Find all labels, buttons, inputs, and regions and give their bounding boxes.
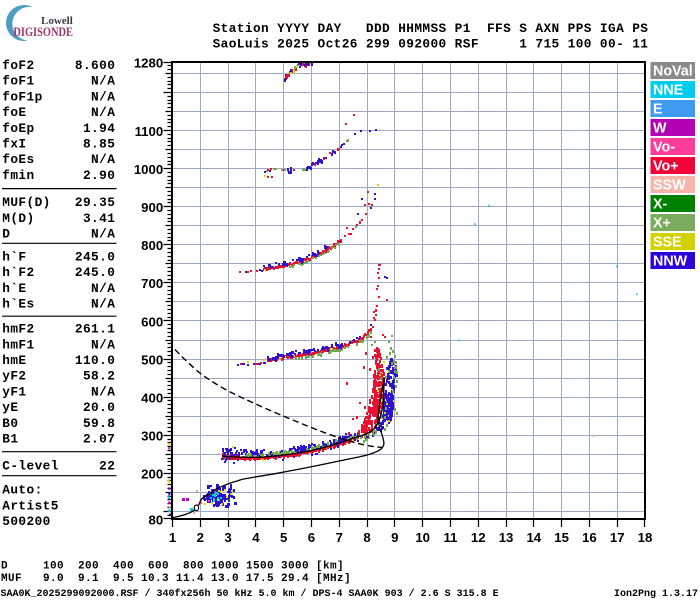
svg-text:foF2 8.600: foF2 8.600	[2, 58, 115, 73]
svg-text:7: 7	[336, 530, 343, 545]
svg-text:SSE: SSE	[653, 235, 682, 251]
svg-text:NNW: NNW	[653, 254, 688, 270]
svg-text:hmF1 N/A: hmF1 N/A	[2, 337, 115, 352]
svg-text:Lowell: Lowell	[41, 15, 73, 27]
svg-text:NoVal: NoVal	[653, 64, 693, 80]
svg-text:800: 800	[141, 238, 163, 253]
svg-text:18: 18	[638, 530, 653, 545]
svg-text:2: 2	[197, 530, 204, 545]
svg-text:fxI 8.85: fxI 8.85	[2, 137, 115, 152]
svg-text:SSW: SSW	[653, 178, 686, 194]
svg-text:X+: X+	[653, 216, 671, 232]
svg-text:foE N/A: foE N/A	[2, 105, 115, 120]
svg-text:Vo+: Vo+	[653, 159, 679, 175]
svg-text:W: W	[653, 121, 667, 137]
svg-text:14: 14	[526, 530, 541, 545]
svg-text:SAA0K_2025299092000.RSF / 340f: SAA0K_2025299092000.RSF / 340fx256h 50 k…	[1, 588, 499, 600]
svg-text:DIGISONDE: DIGISONDE	[13, 25, 73, 39]
svg-text:1100: 1100	[135, 124, 164, 139]
svg-text:12: 12	[471, 530, 486, 545]
svg-text:13: 13	[499, 530, 514, 545]
svg-text:10: 10	[415, 530, 430, 545]
svg-text:h`E N/A: h`E N/A	[2, 281, 115, 296]
svg-text:D N/A: D N/A	[2, 227, 115, 242]
svg-text:h`F 245.0: h`F 245.0	[2, 249, 115, 264]
svg-text:yF2 58.2: yF2 58.2	[2, 369, 115, 384]
svg-text:Auto:: Auto:	[2, 483, 42, 498]
svg-text:9: 9	[391, 530, 398, 545]
svg-text:900: 900	[141, 200, 163, 215]
svg-text:MUF(D) 29.35: MUF(D) 29.35	[2, 195, 115, 210]
svg-text:6: 6	[308, 530, 315, 545]
svg-text:8: 8	[363, 530, 370, 545]
svg-text:Vo-: Vo-	[653, 140, 675, 156]
svg-text:yF1 N/A: yF1 N/A	[2, 384, 115, 399]
svg-text:16: 16	[582, 530, 597, 545]
svg-text:Ion2Png 1.3.17: Ion2Png 1.3.17	[614, 589, 698, 600]
svg-text:C-level 22: C-level 22	[2, 459, 115, 474]
svg-text:E: E	[653, 102, 663, 118]
svg-text:Station YYYY DAY DDD HHMMSS: Station YYYY DAY DDD HHMMSS P1 FFS S AXN…	[213, 21, 649, 36]
svg-text:X-: X-	[653, 197, 668, 213]
svg-text:Artist5: Artist5	[2, 498, 59, 513]
svg-text:B0 59.8: B0 59.8	[2, 416, 115, 431]
svg-text:1000: 1000	[134, 162, 163, 177]
svg-text:200: 200	[141, 467, 163, 482]
svg-text:MUF 9.0 9.1 9.5 10.3 11.4: MUF 9.0 9.1 9.5 10.3 11.4 13.0 17.5 29.4…	[1, 573, 351, 585]
svg-text:hmF2 261.1: hmF2 261.1	[2, 322, 115, 337]
svg-text:yE 20.0: yE 20.0	[2, 400, 115, 415]
svg-text:600: 600	[141, 314, 163, 329]
svg-text:SaoLuis 2025 Oct26 299 092000: SaoLuis 2025 Oct26 299 092000 RSF 1 715 …	[213, 37, 649, 52]
svg-text:700: 700	[141, 276, 163, 291]
svg-text:h`F2 245.0: h`F2 245.0	[2, 265, 115, 280]
svg-text:D 100 200 400 600 800: D 100 200 400 600 800 1000 1500 3000 [km…	[1, 561, 344, 573]
svg-text:5: 5	[280, 530, 287, 545]
svg-text:foF1p N/A: foF1p N/A	[2, 89, 115, 104]
svg-text:foEs N/A: foEs N/A	[2, 152, 115, 167]
svg-text:hmE 110.0: hmE 110.0	[2, 353, 115, 368]
svg-text:17: 17	[610, 530, 625, 545]
svg-text:80: 80	[149, 512, 164, 527]
svg-text:4: 4	[252, 530, 260, 545]
svg-text:300: 300	[141, 429, 163, 444]
svg-text:400: 400	[141, 390, 163, 405]
svg-text:3: 3	[224, 530, 231, 545]
svg-text:B1 2.07: B1 2.07	[2, 432, 115, 447]
svg-text:15: 15	[554, 530, 569, 545]
svg-text:foEp 1.94: foEp 1.94	[2, 121, 115, 136]
svg-text:1: 1	[169, 530, 176, 545]
svg-text:fmin 2.90: fmin 2.90	[2, 168, 115, 183]
svg-text:500200: 500200	[2, 514, 50, 529]
svg-text:500: 500	[141, 352, 163, 367]
svg-text:M(D) 3.41: M(D) 3.41	[2, 211, 115, 226]
svg-text:NNE: NNE	[653, 83, 683, 99]
svg-text:1280: 1280	[134, 55, 163, 70]
svg-text:h`Es N/A: h`Es N/A	[2, 297, 115, 312]
svg-text:11: 11	[443, 530, 457, 545]
svg-text:foF1 N/A: foF1 N/A	[2, 74, 115, 89]
